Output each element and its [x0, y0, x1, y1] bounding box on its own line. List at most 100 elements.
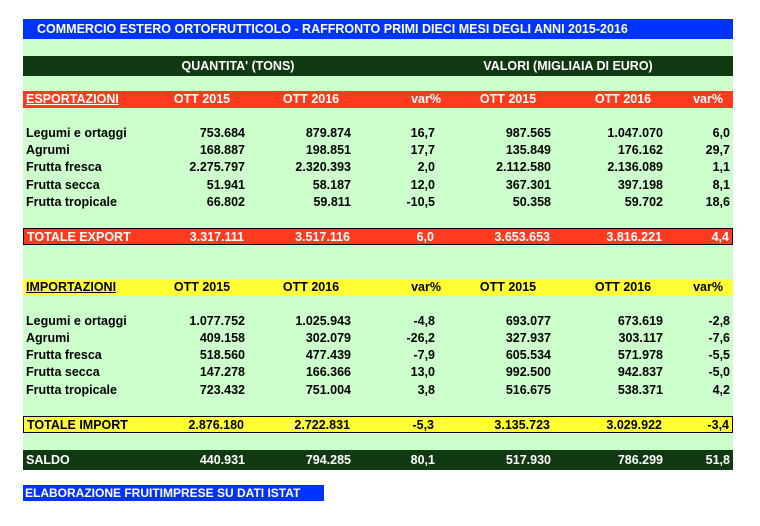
cell: 3.317.111: [189, 229, 244, 244]
spacer-row: [23, 39, 733, 57]
cell: 879.874: [305, 126, 351, 141]
spacer-row: [23, 76, 733, 92]
table-title-bar: COMMERCIO ESTERO ORTOFRUTTICOLO - RAFFRO…: [23, 19, 733, 39]
import-section-label: IMPORTAZIONI: [26, 279, 117, 294]
row-label: Frutta fresca: [26, 160, 102, 175]
import-rows: Legumi e ortaggi 1.077.752 1.025.943 -4,8 69…: [23, 313, 733, 399]
spacer-row: [23, 244, 733, 279]
cell: 1.025.943: [295, 314, 351, 329]
cell: 3.816.221: [606, 229, 662, 244]
row-label: Frutta tropicale: [26, 194, 117, 209]
export-total-row: TOTALE EXPORT 3.317.111 3.517.116 6,0 3.…: [23, 227, 733, 245]
cell: 80,1: [410, 452, 435, 467]
cell: 3.135.723: [494, 417, 550, 432]
cell: 477.439: [305, 348, 351, 363]
group-quantity-label: QUANTITA' (TONS): [181, 59, 295, 74]
row-label: Frutta fresca: [26, 348, 102, 363]
table-row: Agrumi 409.158 302.079 -26,2 327.937 303.117 -…: [23, 330, 733, 348]
spacer-row: [23, 398, 733, 416]
spacer-row: [23, 108, 733, 126]
cell: 409.158: [199, 331, 245, 346]
cell: -4,8: [413, 314, 435, 329]
cell: 673.619: [617, 314, 663, 329]
export-section-label: ESPORTAZIONI: [26, 92, 119, 107]
row-label: Frutta tropicale: [26, 382, 117, 397]
cell: 135.849: [505, 143, 551, 158]
cell: 16,7: [410, 126, 435, 141]
row-label: TOTALE IMPORT: [27, 417, 128, 432]
cell: 302.079: [305, 331, 351, 346]
table-row: Frutta fresca 518.560 477.439 -7,9 605.534 57…: [23, 347, 733, 365]
cell: -7,9: [413, 348, 435, 363]
cell: 29,7: [705, 143, 730, 158]
cell: 367.301: [505, 177, 551, 192]
cell: 538.371: [617, 382, 663, 397]
table-row: Legumi e ortaggi 1.077.752 1.025.943 -4,8 69…: [23, 313, 733, 331]
cell: -3,4: [707, 417, 729, 432]
cell: 987.565: [505, 126, 551, 141]
cell: 6,0: [712, 126, 730, 141]
spacer-row: [23, 432, 733, 450]
cell: 518.560: [199, 348, 245, 363]
cell: -10,5: [406, 194, 436, 209]
cell: 58.187: [312, 177, 351, 192]
cell: 166.366: [305, 365, 351, 380]
cell: 13,0: [410, 365, 435, 380]
cell: 1.047.070: [607, 126, 663, 141]
cell: 794.285: [305, 452, 351, 467]
cell: -5,3: [412, 417, 434, 432]
cell: -5,5: [708, 348, 730, 363]
cell: 4,4: [711, 229, 729, 244]
cell: 440.931: [199, 452, 245, 467]
source-note: ELABORAZIONE FRUITIMPRESE SU DATI ISTAT: [23, 485, 325, 501]
cell: 6,0: [416, 229, 434, 244]
cell: 66.802: [206, 194, 245, 209]
cell: 1,1: [712, 160, 730, 175]
cell: 2.112.580: [496, 160, 551, 175]
cell: 4,2: [712, 382, 730, 397]
cell: 517.930: [505, 452, 551, 467]
cell: 8,1: [712, 177, 730, 192]
table-row: Agrumi 168.887 198.851 17,7 135.849 176.162 29…: [23, 142, 733, 160]
cell: 1.077.752: [189, 314, 245, 329]
export-header-row: ESPORTAZIONI OTT 2015 OTT 2016 var% OTT …: [23, 91, 733, 109]
column-header: OTT 2015: [173, 92, 231, 107]
cell: 3.517.116: [295, 229, 350, 244]
cell: 3.653.653: [494, 229, 550, 244]
trade-table: COMMERCIO ESTERO ORTOFRUTTICOLO - RAFFRO…: [23, 19, 733, 470]
cell: 2.136.089: [607, 160, 663, 175]
table-title: COMMERCIO ESTERO ORTOFRUTTICOLO - RAFFRO…: [37, 22, 628, 36]
cell: 571.978: [617, 348, 663, 363]
cell: -2,8: [708, 314, 730, 329]
column-header: var%: [693, 279, 723, 294]
cell: 693.077: [505, 314, 551, 329]
cell: 605.534: [505, 348, 551, 363]
table-row: Frutta secca 147.278 166.366 13,0 992.500 942…: [23, 364, 733, 382]
column-header: OTT 2016: [282, 279, 340, 294]
row-label: Legumi e ortaggi: [26, 314, 127, 329]
column-header: OTT 2015: [173, 279, 231, 294]
cell: 327.937: [505, 331, 551, 346]
table-row: Frutta tropicale 66.802 59.811 -10,5 50.358 5…: [23, 193, 733, 211]
cell: 147.278: [199, 365, 245, 380]
column-header: var%: [411, 92, 441, 107]
cell: 3.029.922: [606, 417, 662, 432]
cell: 2,0: [417, 160, 435, 175]
cell: 2.722.831: [294, 417, 350, 432]
cell: 17,7: [410, 143, 435, 158]
spacer-row: [23, 296, 733, 314]
cell: 753.684: [199, 126, 245, 141]
cell: -5,0: [708, 365, 730, 380]
cell: 751.004: [305, 382, 351, 397]
cell: 723.432: [199, 382, 245, 397]
cell: 2.876.180: [188, 417, 244, 432]
table-row: Legumi e ortaggi 753.684 879.874 16,7 987.56…: [23, 125, 733, 143]
cell: 786.299: [617, 452, 663, 467]
row-label: Frutta secca: [26, 177, 100, 192]
cell: 198.851: [305, 143, 351, 158]
table-row: Frutta tropicale 723.432 751.004 3,8 516.675…: [23, 381, 733, 399]
cell: 50.358: [512, 194, 551, 209]
cell: 2.275.797: [189, 160, 245, 175]
cell: 59.811: [313, 194, 351, 209]
cell: 3,8: [417, 382, 435, 397]
